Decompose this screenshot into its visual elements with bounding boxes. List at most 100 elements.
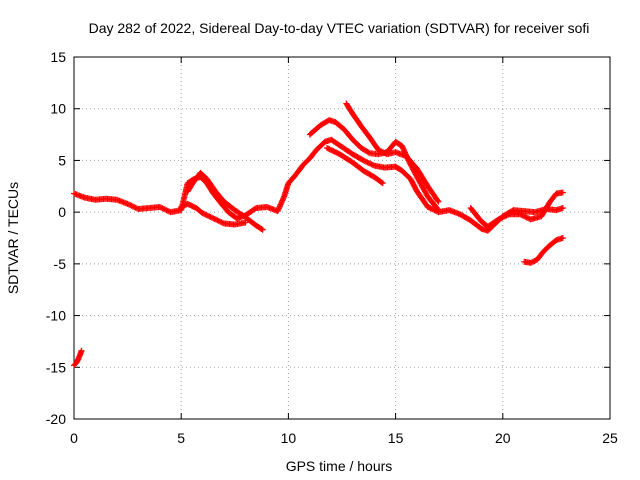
data-point-marker (520, 213, 527, 220)
data-point-marker (519, 212, 526, 219)
data-point-marker (158, 204, 165, 211)
data-point-marker (518, 211, 525, 218)
x-tick-label: 5 (177, 430, 185, 446)
data-point-marker (209, 214, 216, 221)
data-point-marker (124, 200, 131, 207)
data-point-marker (360, 157, 367, 164)
data-point-marker (368, 161, 375, 168)
y-tick-label: -10 (46, 308, 66, 324)
data-point-marker (200, 210, 207, 217)
data-point-marker (496, 215, 503, 222)
data-point-marker (559, 205, 566, 212)
data-point-marker (523, 214, 530, 221)
data-point-marker (219, 219, 226, 226)
series-track-early-outlier (71, 347, 85, 369)
data-point-marker (434, 205, 441, 212)
data-point-marker (428, 205, 435, 212)
data-point-marker (504, 211, 511, 218)
x-tick-label: 15 (388, 430, 404, 446)
x-tick-label: 25 (602, 430, 618, 446)
data-point-marker (78, 347, 85, 354)
y-tick-label: 5 (58, 152, 66, 168)
data-point-marker (207, 214, 214, 221)
data-point-marker (502, 213, 509, 220)
y-tick-label: -5 (54, 256, 67, 272)
data-point-marker (203, 212, 210, 219)
data-point-marker (214, 217, 221, 224)
data-point-marker (159, 205, 166, 212)
data-point-marker (163, 207, 170, 214)
data-point-marker (242, 219, 249, 226)
data-point-marker (211, 215, 218, 222)
data-point-marker (559, 189, 566, 196)
data-point-marker (258, 226, 265, 233)
series-track-peak (306, 117, 442, 214)
data-point-marker (369, 161, 376, 168)
data-point-marker (164, 207, 171, 214)
x-tick-label: 10 (281, 430, 297, 446)
data-point-marker (426, 204, 433, 211)
data-point-marker (378, 179, 385, 186)
data-point-marker (363, 158, 370, 165)
data-point-marker (365, 160, 372, 167)
y-tick-label: -15 (46, 359, 66, 375)
data-point-marker (128, 202, 135, 209)
series-track-spike (343, 100, 442, 205)
data-point-marker (516, 211, 523, 218)
data-point-marker (125, 201, 132, 208)
series-track-evening (467, 189, 566, 230)
data-point-marker (259, 226, 266, 233)
data-point-marker (210, 215, 217, 222)
data-point-marker (364, 159, 371, 166)
data-point-marker (495, 216, 502, 223)
data-series (71, 100, 566, 369)
data-point-marker (205, 212, 211, 219)
data-point-marker (213, 216, 220, 223)
plot-frame (73, 56, 611, 420)
data-point-marker (559, 235, 566, 241)
y-axis-title: SDTVAR / TECUs (5, 182, 21, 294)
grid-lines (74, 57, 610, 419)
series-track-lower (178, 200, 249, 228)
data-point-marker (132, 204, 139, 211)
data-point-marker (218, 219, 225, 226)
y-tick-label: 15 (50, 49, 66, 65)
data-point-marker (206, 213, 213, 220)
data-point-marker (435, 198, 442, 205)
data-point-marker (379, 180, 386, 187)
y-tick-label: -20 (46, 411, 66, 427)
x-axis-title: GPS time / hours (286, 458, 393, 474)
data-point-marker (367, 160, 374, 167)
data-point-marker (199, 210, 206, 217)
y-tick-label: 10 (50, 101, 66, 117)
axis-ticks: 0 5 10 15 20 25 -20 -15 -10 -5 0 5 10 15 (46, 49, 618, 446)
data-point-marker (503, 212, 510, 219)
data-point-marker (522, 213, 529, 220)
data-point-marker (427, 205, 434, 212)
series-track-main (71, 136, 566, 234)
data-point-marker (434, 197, 441, 204)
y-tick-label: 0 (58, 204, 66, 220)
data-point-marker (499, 214, 506, 221)
series-track-late-low (521, 235, 566, 266)
x-tick-label: 0 (70, 430, 78, 446)
x-tick-label: 20 (495, 430, 511, 446)
data-point-marker (500, 213, 507, 220)
data-point-marker (131, 204, 138, 211)
data-point-marker (435, 207, 442, 214)
data-point-marker (430, 206, 437, 213)
data-point-marker (498, 215, 505, 222)
data-point-marker (127, 202, 134, 209)
data-point-marker (424, 203, 431, 210)
data-point-marker (361, 158, 368, 165)
data-point-marker (202, 211, 209, 218)
chart-title: Day 282 of 2022, Sidereal Day-to-day VTE… (89, 20, 590, 36)
series-track-side (323, 145, 386, 187)
data-point-marker (129, 203, 136, 210)
data-point-marker (162, 206, 169, 213)
data-point-marker (524, 215, 531, 222)
data-point-marker (215, 217, 222, 224)
data-point-marker (365, 149, 372, 156)
data-point-marker (217, 218, 224, 225)
